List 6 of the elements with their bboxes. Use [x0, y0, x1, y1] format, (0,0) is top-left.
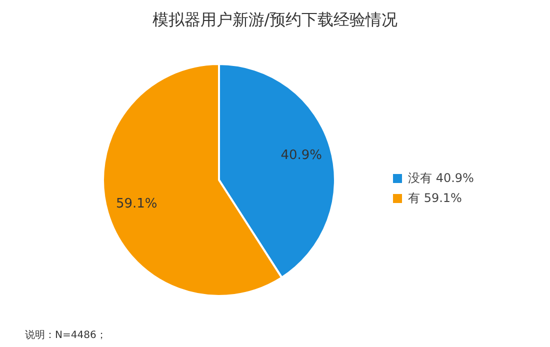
data-label: 40.9%	[280, 148, 322, 164]
legend-label: 有 59.1%	[408, 190, 462, 206]
chart-title: 模拟器用户新游/预约下载经验情况	[151, 10, 399, 31]
text: 说明：N=4486；	[25, 329, 106, 342]
data-label: 59.1%	[116, 196, 158, 212]
legend-label: 没有 40.9%	[408, 170, 474, 186]
